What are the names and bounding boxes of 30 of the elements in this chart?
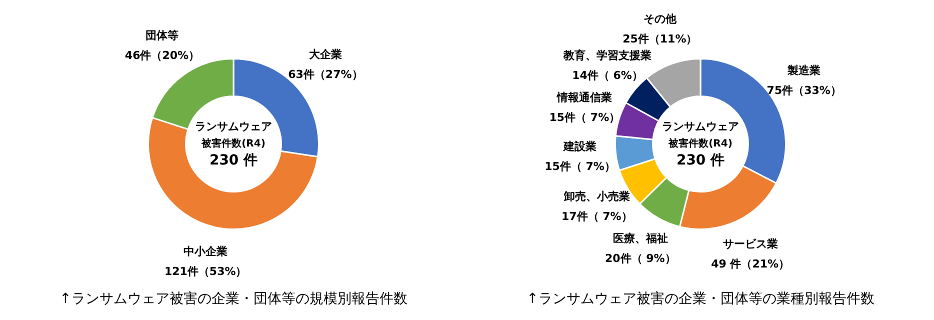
slice-label: 教育、学習支援業 — [562, 49, 652, 62]
data-label: 75件（33%） — [766, 84, 842, 97]
data-label: 15件（ 7%） — [544, 160, 616, 174]
text: 230 件 — [676, 152, 725, 169]
data-label: 25件（11%） — [622, 32, 698, 46]
slice-label: 医療、福祉 — [612, 232, 668, 246]
data-label: 63件（27%） — [288, 68, 363, 81]
slice-label: 建設業 — [562, 140, 596, 154]
data-label: 14件（ 6%） — [572, 69, 643, 82]
text: ↑ランサムウェア被害の企業・団体等の業種別報告件数 — [526, 290, 876, 308]
slice-label: 中小企業 — [184, 244, 228, 258]
slice-label: 大企業 — [308, 48, 342, 61]
data-label: 17件（ 7%） — [561, 210, 632, 223]
text: ランサムウェア — [195, 120, 272, 133]
text: ↑ランサムウェア被害の企業・団体等の規模別報告件数 — [58, 290, 408, 308]
slice-label: 団体等 — [146, 28, 179, 42]
slice-label: 卸売、小売業 — [562, 190, 630, 203]
text: 被害件数(R4) — [668, 138, 732, 150]
data-label: 46件（20%） — [124, 48, 200, 62]
slice-label: 情報通信業 — [556, 90, 612, 104]
data-label: 15件（ 7%） — [549, 110, 620, 124]
data-label: 121件（53%） — [164, 264, 247, 278]
data-label: 49 件（21%） — [711, 257, 790, 270]
text: ランサムウェア — [662, 120, 739, 133]
slice-label: 製造業 — [786, 64, 821, 77]
slice-label: サービス業 — [722, 237, 778, 250]
slice-label: その他 — [643, 12, 678, 26]
text: 被害件数(R4) — [200, 138, 266, 150]
data-label: 20件（ 9%） — [604, 252, 676, 266]
text: 230 件 — [209, 152, 258, 169]
